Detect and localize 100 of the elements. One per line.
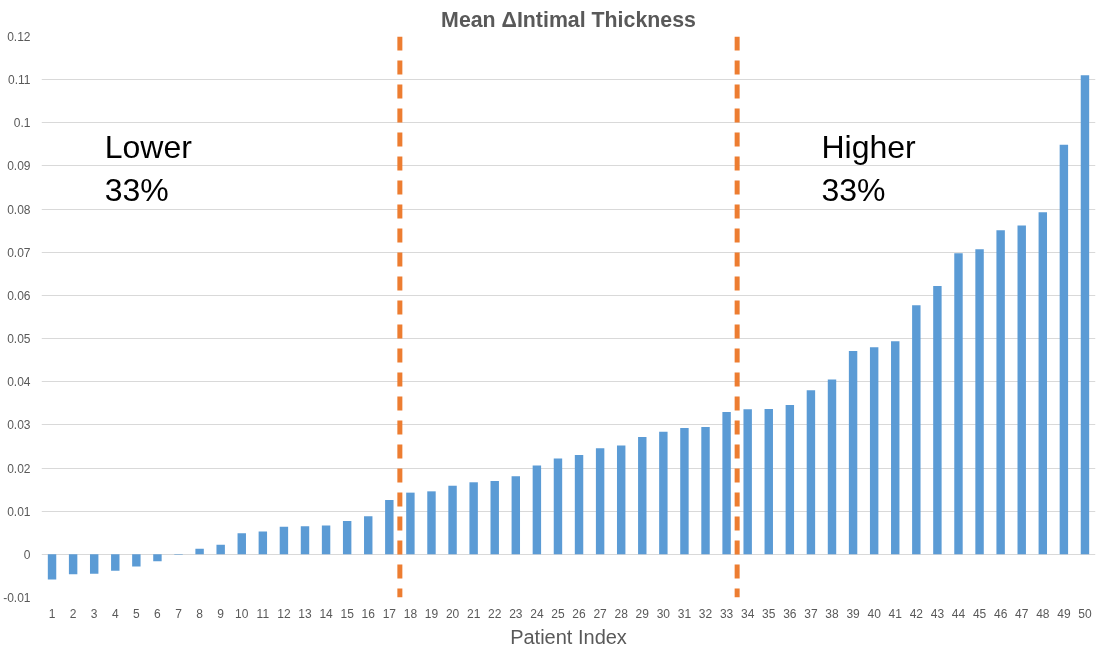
- x-tick-label: 37: [804, 606, 818, 621]
- x-tick-label: 23: [509, 606, 523, 621]
- x-tick-label: 20: [445, 606, 460, 621]
- bar: [195, 548, 204, 555]
- x-tick-label: 40: [867, 606, 882, 621]
- x-tick-label: 15: [340, 606, 355, 621]
- y-tick-label: 0.03: [7, 418, 31, 433]
- bar: [47, 554, 57, 580]
- x-tick-label: 34: [741, 606, 755, 621]
- bar: [574, 455, 584, 555]
- y-tick-label: 0.06: [7, 288, 31, 303]
- bar: [364, 516, 373, 555]
- bar: [996, 230, 1005, 555]
- x-tick-label: 50: [1078, 606, 1092, 621]
- bar: [258, 531, 268, 555]
- x-tick-label: 48: [1036, 606, 1050, 621]
- x-tick-label: 4: [111, 606, 119, 621]
- bar: [279, 526, 289, 555]
- annotation: Lower 33%: [104, 129, 193, 209]
- x-tick-label: 10: [235, 606, 249, 621]
- bar: [68, 554, 78, 575]
- bar: [448, 485, 457, 555]
- y-tick-label: 0: [23, 547, 31, 562]
- x-tick-label: 21: [466, 606, 481, 621]
- bar: [216, 544, 225, 555]
- x-tick-label: 14: [319, 606, 334, 621]
- bar: [490, 480, 499, 555]
- bar: [111, 554, 120, 571]
- bar: [722, 411, 731, 555]
- x-tick-label: 17: [382, 606, 397, 621]
- x-tick-label: 41: [888, 606, 903, 621]
- x-tick-label: 27: [593, 606, 608, 621]
- x-tick-label: 8: [196, 606, 204, 621]
- bar: [427, 491, 436, 555]
- x-tick-label: 36: [783, 606, 797, 621]
- y-tick-label: 0.05: [7, 332, 31, 347]
- x-tick-label: 9: [217, 606, 225, 621]
- x-tick-label: 25: [551, 606, 565, 621]
- chart-title: Mean ΔIntimal Thickness: [441, 7, 696, 32]
- x-tick-label: 47: [1015, 606, 1029, 621]
- x-tick-label: 1: [48, 606, 56, 621]
- bar: [300, 526, 310, 555]
- x-tick-label: 42: [909, 606, 924, 621]
- bar: [153, 554, 162, 562]
- y-tick-label: 0.11: [8, 73, 31, 88]
- x-tick-label: 43: [930, 606, 945, 621]
- bar: [1080, 75, 1090, 555]
- y-tick-label: 0.1: [13, 116, 31, 131]
- y-tick-label: -0.01: [3, 591, 31, 605]
- x-tick-label: 45: [972, 606, 987, 621]
- x-tick-label: 32: [698, 606, 713, 621]
- bar: [595, 448, 605, 555]
- x-tick-label: 12: [277, 606, 291, 621]
- bar: [848, 351, 858, 555]
- bar: [785, 405, 795, 555]
- x-tick-label: 49: [1057, 606, 1071, 621]
- y-tick-label: 0.01: [7, 504, 31, 519]
- bar: [237, 533, 246, 555]
- bar: [89, 554, 99, 574]
- bar: [701, 427, 710, 555]
- bar: [406, 492, 415, 555]
- annotation: Higher 33%: [821, 129, 917, 209]
- bar: [638, 436, 647, 555]
- x-tick-label: 31: [677, 606, 692, 621]
- x-tick-label: 46: [993, 606, 1008, 621]
- bar: [1059, 144, 1069, 555]
- bar: [954, 253, 963, 555]
- x-tick-label: 38: [825, 606, 839, 621]
- bar: [933, 285, 942, 555]
- bar: [680, 427, 689, 555]
- bar: [659, 431, 668, 555]
- x-tick-label: 5: [133, 606, 141, 621]
- x-tick-label: 29: [635, 606, 650, 621]
- x-tick-label: 33: [719, 606, 734, 621]
- y-tick-label: 0.08: [7, 202, 31, 217]
- x-tick-label: 13: [298, 606, 312, 621]
- x-tick-label: 3: [90, 606, 98, 621]
- bar: [764, 408, 773, 555]
- bar: [891, 341, 900, 555]
- bar: [912, 305, 921, 555]
- x-tick-label: 2: [69, 606, 77, 621]
- y-tick-label: 0.04: [7, 375, 31, 390]
- bar: [532, 465, 542, 555]
- x-tick-label: 30: [656, 606, 671, 621]
- bar: [342, 521, 352, 555]
- bar: [743, 409, 752, 555]
- x-tick-label: 44: [951, 606, 966, 621]
- bar: [869, 347, 879, 555]
- bar: [827, 379, 837, 555]
- x-tick-label: 18: [403, 606, 418, 621]
- bar: [616, 445, 626, 555]
- bar: [469, 482, 478, 555]
- bar: [1017, 225, 1026, 555]
- y-tick-label: 0.02: [7, 461, 31, 476]
- bar: [385, 499, 394, 555]
- bar: [1038, 212, 1048, 555]
- y-tick-label: 0.07: [7, 245, 31, 260]
- bar: [975, 249, 984, 555]
- bar: [132, 554, 141, 567]
- x-tick-label: 28: [614, 606, 629, 621]
